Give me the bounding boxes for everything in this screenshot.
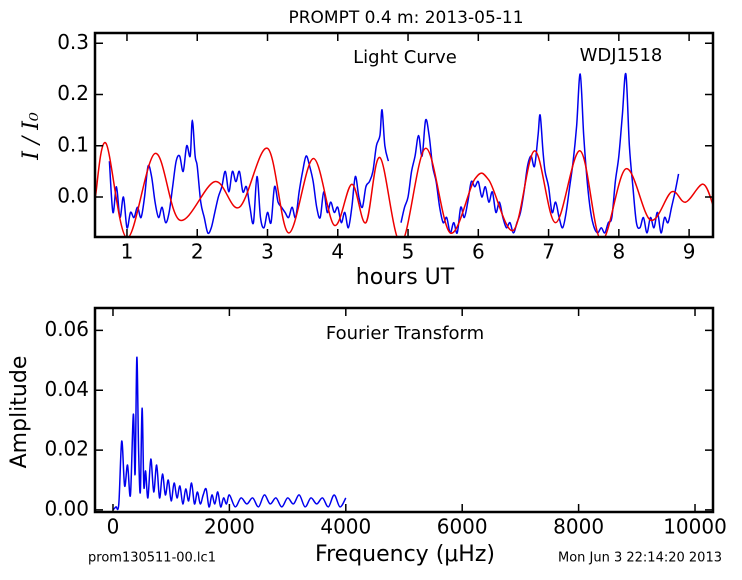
y-tick-label: 0.06 — [44, 317, 89, 341]
x-tick-label: 8 — [612, 240, 625, 264]
x-tick-label: 6000 — [437, 515, 488, 539]
x-tick-label: 1 — [121, 240, 134, 264]
x-axis-label: hours UT — [356, 265, 455, 290]
y-tick-label: 0.1 — [57, 132, 89, 156]
y-tick-label: 0.3 — [57, 30, 89, 54]
y-tick-label: 0.00 — [44, 496, 89, 520]
y-tick-label: 0.2 — [57, 81, 89, 105]
x-tick-label: 0 — [107, 515, 120, 539]
footer-left: prom130511-00.lc1 — [88, 551, 216, 566]
chart-title: PROMPT 0.4 m: 2013-05-11 — [288, 8, 523, 28]
x-tick-label: 4 — [331, 240, 344, 264]
x-tick-label: 2 — [191, 240, 204, 264]
axes-frame — [93, 31, 715, 239]
x-tick-label: 9 — [683, 240, 696, 264]
x-tick-label: 3 — [261, 240, 274, 264]
x-tick-label: 7 — [542, 240, 555, 264]
x-tick-label: 4000 — [320, 515, 371, 539]
footer-right: Mon Jun 3 22:14:20 2013 — [558, 551, 722, 566]
y-axis-label: I / I₀ — [19, 112, 44, 161]
x-tick-label: 6 — [472, 240, 485, 264]
x-axis-label: Frequency (μHz) — [315, 542, 495, 567]
annotation: Fourier Transform — [326, 323, 484, 344]
y-axis-label: Amplitude — [7, 356, 32, 469]
data-line — [95, 142, 713, 237]
annotation: Light Curve — [353, 47, 457, 68]
x-tick-label: 8000 — [553, 515, 604, 539]
annotation: WDJ1518 — [580, 45, 663, 66]
y-tick-label: 0.0 — [57, 184, 89, 208]
x-tick-label: 2000 — [204, 515, 255, 539]
x-tick-label: 10000 — [663, 515, 727, 539]
y-tick-label: 0.02 — [44, 437, 89, 461]
x-tick-label: 5 — [402, 240, 415, 264]
y-tick-label: 0.04 — [44, 377, 89, 401]
axes-frame — [93, 306, 715, 514]
data-line — [112, 356, 347, 511]
